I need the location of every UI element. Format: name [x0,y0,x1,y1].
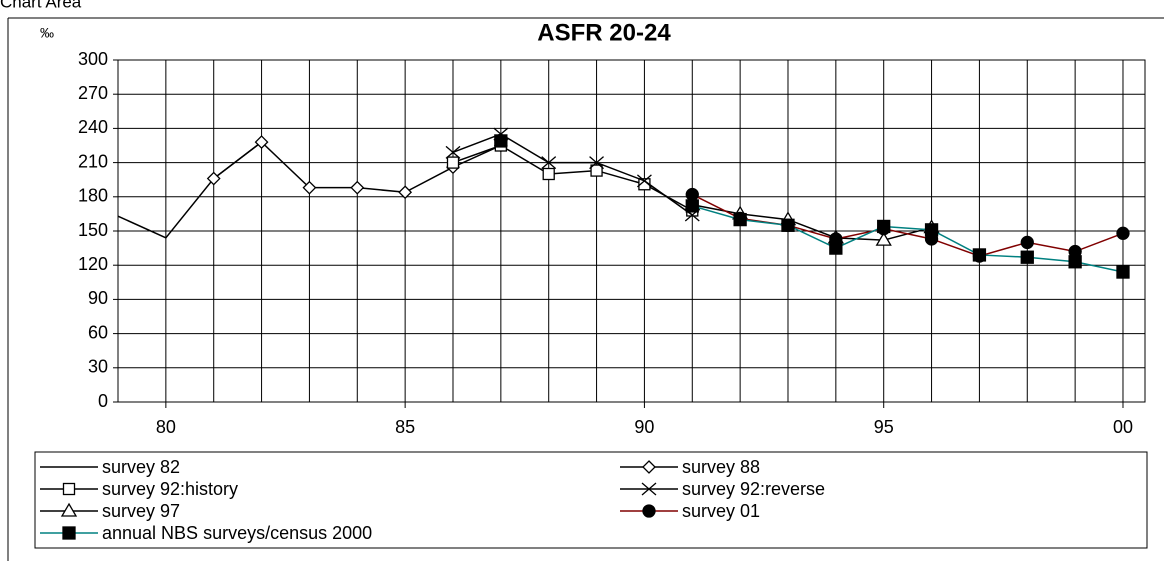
marker [875,231,892,246]
y-axis-label: ‰ [40,25,54,41]
y-tick-label: 90 [88,288,108,308]
legend-marker [62,482,76,496]
marker [398,185,413,200]
x-tick-label: 90 [634,417,654,437]
legend-label: survey 92:reverse [682,479,825,499]
marker [781,218,795,232]
series-line [452,133,693,216]
chart-area-label: Chart Area [0,0,82,11]
marker [877,219,891,234]
series-line [692,204,932,241]
marker [972,248,987,262]
marker [1020,250,1034,264]
marker [446,156,460,169]
marker [685,199,699,213]
marker [590,164,603,177]
marker [636,174,652,188]
legend-marker [62,526,76,540]
marker [254,135,269,149]
y-tick-label: 0 [98,391,108,411]
legend-label: survey 97 [102,501,180,521]
y-tick-label: 60 [88,322,108,342]
marker [1116,265,1130,279]
marker [733,212,747,227]
legend-label: survey 88 [682,457,760,477]
legend-label: survey 82 [102,457,180,477]
marker [924,223,939,237]
marker [589,156,604,170]
plot-frame [117,59,1146,403]
marker [350,180,365,195]
marker [829,241,843,255]
x-tick-label: 85 [395,417,415,437]
legend-label: survey 01 [682,501,760,521]
marker [1068,255,1082,269]
y-tick-label: 270 [78,83,108,103]
marker [302,180,317,195]
chart-title: ASFR 20-24 [537,19,671,46]
marker [206,171,221,186]
legend-marker [642,460,656,474]
marker [1020,235,1034,250]
legend-label: survey 92:history [102,479,238,499]
legend-label: annual NBS surveys/census 2000 [102,523,372,543]
series-line [692,205,1124,273]
marker [541,156,557,170]
series-line [452,144,693,212]
y-tick-label: 210 [78,151,108,171]
x-tick-label: 00 [1113,417,1133,437]
y-tick-label: 120 [78,254,108,274]
y-tick-label: 240 [78,117,108,137]
y-tick-label: 150 [78,220,108,240]
x-tick-label: 80 [156,417,176,437]
legend-marker [642,504,656,518]
legend-marker [641,482,657,496]
marker [685,187,699,202]
marker [1116,226,1130,240]
marker [542,167,555,181]
y-tick-label: 180 [78,186,108,206]
marker [494,134,508,148]
legend [34,451,1148,549]
y-tick-label: 30 [88,357,108,377]
x-tick-label: 95 [874,417,894,437]
legend-marker [60,502,78,517]
y-tick-label: 300 [78,49,108,69]
marker [445,145,461,159]
